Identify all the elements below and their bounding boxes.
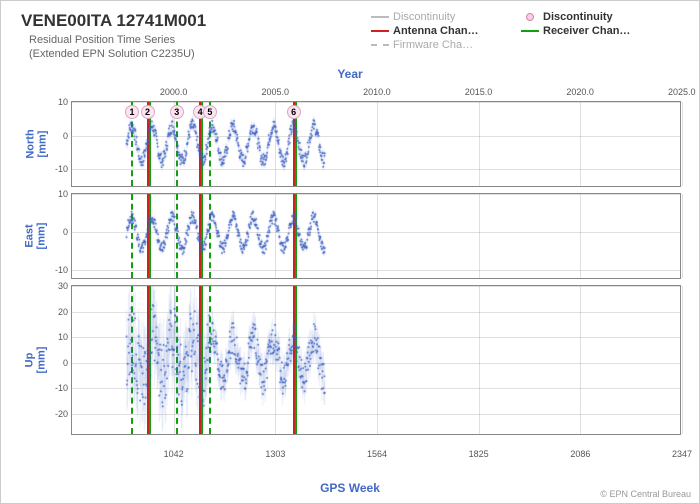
discontinuity-marker: 5	[203, 105, 217, 119]
y-tick: 0	[63, 131, 68, 141]
x-tick-week: 1303	[265, 449, 285, 459]
x-tick-week: 2086	[570, 449, 590, 459]
x-axis-label-year: Year	[337, 67, 362, 81]
discontinuity-marker: 2	[141, 105, 155, 119]
discontinuity-marker: 6	[287, 105, 301, 119]
y-tick: -10	[55, 164, 68, 174]
discontinuity-marker: 3	[170, 105, 184, 119]
panel-up: Up[mm]-20-100102030104213031564182520862…	[71, 285, 681, 435]
data-series	[72, 102, 682, 188]
panel-east: East[mm]-10010	[71, 193, 681, 279]
chart-container: VENE00ITA 12741M001 Residual Position Ti…	[0, 0, 700, 504]
y-tick: -10	[55, 265, 68, 275]
y-tick: 30	[58, 281, 68, 291]
legend-firmware: Firmware Cha…	[371, 39, 521, 51]
chart-title: VENE00ITA 12741M001	[21, 11, 206, 31]
y-tick: 20	[58, 307, 68, 317]
footer-credit: © EPN Central Bureau	[600, 489, 691, 499]
x-tick-year: 2000.0	[160, 87, 188, 97]
chart-subtitle: Residual Position Time Series (Extended …	[29, 33, 195, 62]
x-tick-year: 2005.0	[261, 87, 289, 97]
y-tick: 10	[58, 332, 68, 342]
y-tick: 0	[63, 227, 68, 237]
legend-antenna: Antenna Chan…	[371, 25, 521, 37]
y-tick: 0	[63, 358, 68, 368]
x-tick-week: 2347	[672, 449, 692, 459]
y-tick: 10	[58, 97, 68, 107]
x-tick-week: 1825	[469, 449, 489, 459]
legend-disc-marker: Discontinuity	[521, 11, 671, 23]
x-axis-label-week: GPS Week	[320, 481, 380, 495]
legend-receiver: Receiver Chan…	[521, 25, 671, 37]
x-tick-year: 2025.0	[668, 87, 696, 97]
data-series	[72, 286, 682, 436]
data-series	[72, 194, 682, 280]
y-tick: -20	[55, 409, 68, 419]
y-tick: -10	[55, 383, 68, 393]
panel-north: North[mm]-100102000.02005.02010.02015.02…	[71, 101, 681, 187]
legend: Discontinuity Discontinuity Antenna Chan…	[371, 11, 681, 53]
x-tick-year: 2020.0	[566, 87, 594, 97]
discontinuity-marker: 1	[125, 105, 139, 119]
x-tick-year: 2015.0	[465, 87, 493, 97]
x-tick-week: 1564	[367, 449, 387, 459]
x-tick-week: 1042	[164, 449, 184, 459]
y-tick: 10	[58, 189, 68, 199]
legend-disc-line: Discontinuity	[371, 11, 521, 23]
plot-area: North[mm]-100102000.02005.02010.02015.02…	[71, 101, 681, 461]
x-tick-year: 2010.0	[363, 87, 391, 97]
